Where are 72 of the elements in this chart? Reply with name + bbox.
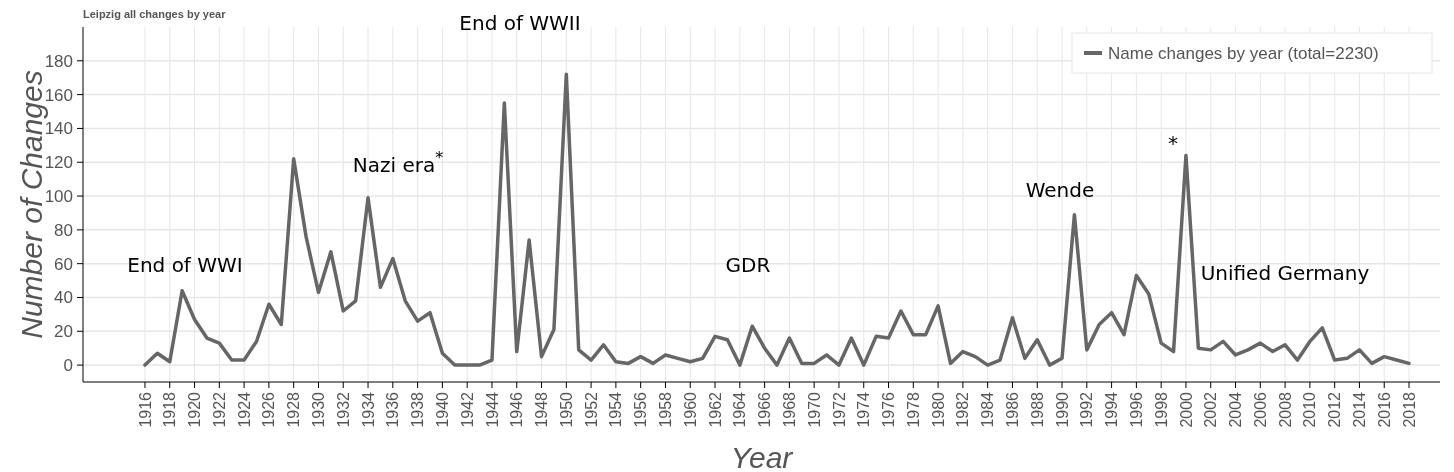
y-tick-label: 80 xyxy=(54,220,73,240)
x-tick-label: 1976 xyxy=(880,391,898,428)
x-tick-label: 1926 xyxy=(260,391,278,428)
annotation: * xyxy=(1168,131,1178,155)
x-tick-label: 2018 xyxy=(1400,391,1418,428)
x-tick-label: 1990 xyxy=(1053,391,1071,428)
x-tick-label: 1930 xyxy=(310,391,328,428)
x-tick-label: 1928 xyxy=(285,391,303,428)
x-tick-label: 1966 xyxy=(756,391,774,428)
x-tick-label: 1988 xyxy=(1028,391,1046,428)
x-tick-label: 2002 xyxy=(1202,391,1220,428)
y-tick-label: 100 xyxy=(44,187,73,206)
x-tick-label: 2008 xyxy=(1276,391,1294,428)
x-tick-label: 1964 xyxy=(731,391,749,428)
x-tick-label: 1936 xyxy=(384,391,402,428)
x-tick-label: 1954 xyxy=(607,391,625,428)
x-tick-label: 2006 xyxy=(1251,391,1269,428)
y-tick-label: 180 xyxy=(44,51,73,71)
annotation: Nazi era$^{*}$ xyxy=(352,147,444,177)
x-tick-label: 2004 xyxy=(1227,391,1245,428)
x-tick-label: 1956 xyxy=(632,391,650,428)
legend-label: Name changes by year (total=2230) xyxy=(1108,43,1379,63)
x-tick-label: 1942 xyxy=(458,391,476,428)
x-tick-label: 1978 xyxy=(904,391,922,428)
x-tick-label: 1916 xyxy=(136,391,154,428)
x-tick-label: 1948 xyxy=(533,391,551,428)
chart-title: Leipzig all changes by year xyxy=(83,8,227,20)
x-tick-label: 1992 xyxy=(1078,391,1096,428)
x-tick-label: 1958 xyxy=(657,391,675,428)
x-tick-label: 1994 xyxy=(1103,391,1121,428)
x-tick-label: 1918 xyxy=(161,391,179,428)
x-tick-label: 1968 xyxy=(780,391,798,428)
x-tick-label: 1972 xyxy=(830,391,848,428)
x-tick-label: 1952 xyxy=(582,391,600,428)
x-tick-label: 1970 xyxy=(805,391,823,428)
annotation: Unified Germany xyxy=(1200,261,1370,285)
x-tick-label: 2012 xyxy=(1326,391,1344,428)
x-tick-label: 2010 xyxy=(1301,391,1319,428)
y-tick-label: 120 xyxy=(44,153,73,173)
x-tick-label: 2000 xyxy=(1177,391,1195,428)
x-tick-label: 1922 xyxy=(210,391,228,428)
x-tick-label: 1996 xyxy=(1127,391,1145,428)
y-tick-label: 160 xyxy=(44,85,73,105)
x-tick-label: 1980 xyxy=(929,391,947,428)
x-tick-label: 2016 xyxy=(1375,391,1393,428)
x-tick-label: 1932 xyxy=(334,391,352,428)
annotation: End of WWII xyxy=(459,11,581,35)
x-tick-label: 1946 xyxy=(508,391,526,428)
x-tick-label: 2014 xyxy=(1351,391,1369,428)
x-tick-label: 1986 xyxy=(1004,391,1022,428)
x-tick-label: 1940 xyxy=(433,391,451,428)
x-tick-label: 1982 xyxy=(954,391,972,428)
x-tick-label: 1998 xyxy=(1152,391,1170,428)
annotation: GDR xyxy=(725,253,771,277)
y-tick-label: 140 xyxy=(44,119,73,139)
x-tick-label: 1920 xyxy=(186,391,204,428)
x-axis-title: Year xyxy=(730,441,794,472)
x-tick-label: 1974 xyxy=(855,391,873,428)
x-tick-label: 1934 xyxy=(359,391,377,428)
x-tick-label: 1984 xyxy=(979,391,997,428)
x-tick-label: 1944 xyxy=(483,391,501,428)
y-tick-label: 60 xyxy=(54,254,73,274)
y-tick-label: 40 xyxy=(54,288,73,308)
y-tick-label: 0 xyxy=(63,356,73,376)
x-tick-label: 1962 xyxy=(706,391,724,428)
x-tick-label: 1960 xyxy=(681,391,699,428)
x-tick-label: 1938 xyxy=(409,391,427,428)
annotation: End of WWI xyxy=(127,253,243,277)
y-tick-label: 20 xyxy=(54,322,73,342)
x-tick-label: 1924 xyxy=(235,391,253,428)
annotation: Wende xyxy=(1025,178,1095,202)
x-tick-label: 1950 xyxy=(557,391,575,428)
